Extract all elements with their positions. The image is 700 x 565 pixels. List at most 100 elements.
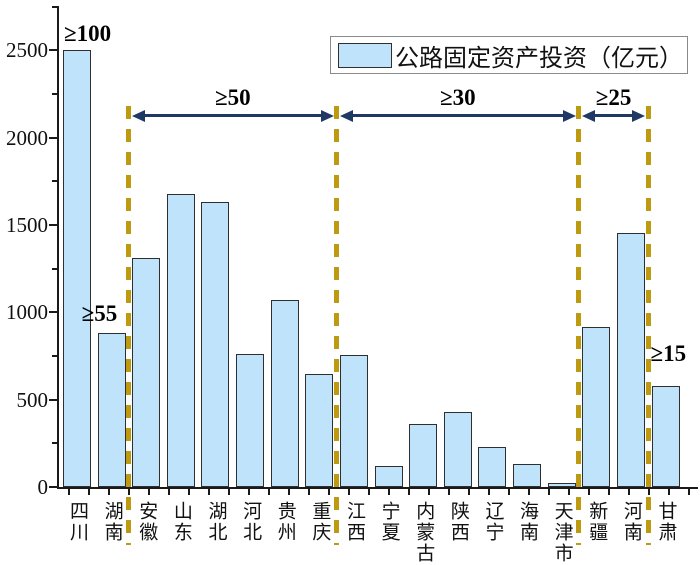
y-tick-label: 2000 <box>6 125 48 150</box>
x-label-湖南: 湖南 <box>101 501 123 543</box>
bar-河北 <box>236 354 265 487</box>
arrow-right-icon <box>562 109 576 122</box>
range-label: ≥30 <box>440 85 476 110</box>
bar-湖南 <box>97 333 126 487</box>
bar-辽宁 <box>478 446 507 487</box>
y-tick-label: 1000 <box>6 300 48 325</box>
y-major-tick <box>49 136 57 139</box>
bar-甘肃 <box>651 385 680 487</box>
bar-annotation: ≥100 <box>64 21 112 47</box>
x-tick <box>68 489 70 495</box>
y-minor-tick <box>52 5 57 8</box>
bar-陕西 <box>443 411 472 487</box>
y-tick-label: 0 <box>37 475 49 499</box>
x-tick <box>308 489 310 495</box>
x-label-天津市: 天津市 <box>551 501 573 564</box>
x-label-河北: 河北 <box>240 501 262 543</box>
range-arrow-line <box>136 114 329 117</box>
range-label: ≥25 <box>595 85 632 110</box>
y-minor-tick <box>52 355 57 358</box>
x-tick <box>248 489 250 495</box>
y-axis <box>57 6 59 489</box>
bar-宁夏 <box>374 466 403 487</box>
group-separator <box>645 106 651 545</box>
bar-安徽 <box>132 258 161 487</box>
x-label-甘肃: 甘肃 <box>655 501 677 543</box>
x-tick <box>288 489 290 495</box>
bar-重庆 <box>305 374 334 487</box>
legend-label: 公路固定资产投资（亿元） <box>395 45 683 72</box>
group-separator <box>334 106 340 545</box>
x-tick <box>368 489 370 495</box>
legend-swatch-icon <box>338 42 392 68</box>
y-minor-tick <box>52 267 57 270</box>
range-arrow-line <box>586 114 641 117</box>
arrow-right-icon <box>320 109 334 122</box>
x-tick <box>388 489 390 495</box>
x-tick <box>548 489 550 495</box>
y-major-tick <box>49 398 57 401</box>
x-tick <box>148 489 150 495</box>
x-tick <box>588 489 590 495</box>
y-tick-label: 2500 <box>6 38 48 63</box>
y-minor-tick <box>52 180 57 183</box>
x-label-山东: 山东 <box>170 501 192 543</box>
y-minor-tick <box>52 93 57 96</box>
legend: 公路固定资产投资（亿元） <box>330 36 688 74</box>
range-arrow-line <box>344 114 571 117</box>
range-label: ≥50 <box>214 85 251 110</box>
x-label-河南: 河南 <box>620 501 642 543</box>
x-tick <box>88 489 90 495</box>
x-label-安徽: 安徽 <box>136 501 158 543</box>
y-minor-tick <box>52 442 57 445</box>
x-label-辽宁: 辽宁 <box>482 501 504 543</box>
x-tick <box>668 489 670 495</box>
x-label-陕西: 陕西 <box>447 501 469 543</box>
x-tick <box>468 489 470 495</box>
x-tick <box>408 489 410 495</box>
bar-天津市 <box>547 482 576 487</box>
bar-annotation: ≥55 <box>81 301 118 327</box>
bar-湖北 <box>201 202 230 487</box>
x-tick <box>168 489 170 495</box>
x-label-贵州: 贵州 <box>274 501 296 543</box>
x-tick <box>628 489 630 495</box>
x-tick <box>208 489 210 495</box>
y-major-tick <box>49 49 57 52</box>
bar-内蒙古 <box>409 424 438 487</box>
x-tick <box>268 489 270 495</box>
x-label-内蒙古: 内蒙古 <box>413 501 435 564</box>
bar-海南 <box>513 464 542 487</box>
x-label-湖北: 湖北 <box>205 501 227 543</box>
bar-河南 <box>616 232 645 487</box>
arrow-left-icon <box>131 109 145 122</box>
bar-江西 <box>339 355 368 487</box>
x-tick <box>568 489 570 495</box>
x-label-海南: 海南 <box>517 501 539 543</box>
x-tick <box>328 489 330 495</box>
x-label-江西: 江西 <box>343 501 365 543</box>
arrow-left-icon <box>581 109 595 122</box>
bar-annotation: ≥15 <box>650 340 687 366</box>
bar-四川 <box>63 50 91 487</box>
arrow-left-icon <box>339 109 353 122</box>
x-tick <box>228 489 230 495</box>
x-tick <box>108 489 110 495</box>
x-tick <box>688 489 690 495</box>
y-tick-label: 1500 <box>6 213 48 238</box>
x-axis <box>57 487 698 489</box>
x-label-四川: 四川 <box>67 501 88 543</box>
x-tick <box>188 489 190 495</box>
bar-新疆 <box>582 327 611 487</box>
bar-贵州 <box>270 300 299 487</box>
x-tick <box>488 489 490 495</box>
x-tick <box>528 489 530 495</box>
x-label-新疆: 新疆 <box>586 501 608 543</box>
y-major-tick <box>49 224 57 227</box>
group-separator <box>126 106 132 545</box>
x-tick <box>448 489 450 495</box>
y-tick-label: 500 <box>16 387 49 412</box>
y-major-tick <box>49 311 57 314</box>
y-major-tick <box>49 486 57 488</box>
